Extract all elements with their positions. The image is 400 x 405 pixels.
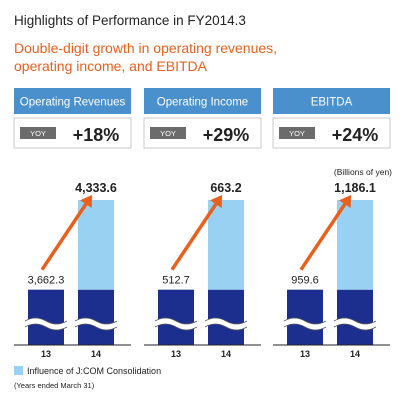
category-label-operating-revenues-13: 13 (41, 349, 51, 359)
yoy-value-ebitda: +24% (332, 125, 379, 145)
axis-break-line-operating-revenues-14 (74, 317, 118, 325)
bar-ebitda-14-jcom (337, 200, 373, 290)
growth-arrow-ebitda (299, 203, 347, 271)
axis-break-ebitda-14 (334, 318, 376, 330)
axis-break-operating-income-13 (155, 318, 197, 330)
bar-operating-revenues-14-jcom (78, 200, 114, 290)
value-label-operating-income-13: 512.7 (162, 275, 190, 287)
yoy-badge-label-operating-revenues: YOY (30, 129, 46, 138)
panel-header-ebitda (273, 88, 390, 114)
bar-operating-revenues-14-base (78, 289, 114, 345)
bar-operating-income-13 (158, 289, 194, 345)
bar-operating-income-14-base (208, 289, 244, 345)
legend-swatch (14, 366, 23, 375)
axis-break-line2-operating-revenues-13 (24, 323, 68, 331)
bar-operating-revenues-13 (28, 289, 64, 345)
page-title: Highlights of Performance in FY2014.3 (14, 13, 246, 28)
yoy-badge-operating-income (150, 127, 186, 139)
value-label-ebitda-14: 1,186.1 (334, 181, 376, 195)
axis-break-operating-income-14 (205, 318, 247, 330)
value-label-operating-income-14: 663.2 (210, 181, 241, 195)
axis-break-operating-revenues-13 (25, 318, 67, 330)
bar-operating-income-14-jcom (208, 200, 244, 290)
category-label-ebitda-14: 14 (350, 349, 360, 359)
axis-break-line-ebitda-13 (283, 317, 327, 325)
yoy-value-operating-revenues: +18% (73, 125, 120, 145)
yoy-value-operating-income: +29% (203, 125, 250, 145)
value-label-operating-revenues-14: 4,333.6 (75, 181, 117, 195)
value-label-ebitda-13: 959.6 (291, 275, 319, 287)
panel-header-operating-income (144, 88, 261, 114)
axis-break-line-operating-income-13 (154, 317, 198, 325)
yoy-badge-label-ebitda: YOY (289, 129, 305, 138)
axis-break-line2-ebitda-14 (333, 323, 377, 331)
bar-ebitda-13 (287, 289, 323, 345)
bar-ebitda-14-base (337, 289, 373, 345)
legend-label: Influence of J:COM Consolidation (27, 366, 161, 376)
panel-title-operating-revenues: Operating Revenues (20, 97, 126, 109)
axis-break-line2-operating-income-14 (204, 323, 248, 331)
axis-break-line-ebitda-14 (333, 317, 377, 325)
axis-break-operating-revenues-14 (75, 318, 117, 330)
axis-break-ebitda-13 (284, 318, 326, 330)
subtitle-line-1: Double-digit growth in operating revenue… (14, 40, 277, 56)
growth-arrow-head-operating-income (210, 195, 222, 209)
axis-break-line-operating-income-14 (204, 317, 248, 325)
category-label-operating-income-14: 14 (221, 349, 231, 359)
value-label-operating-revenues-13: 3,662.3 (28, 275, 65, 287)
axis-break-line-operating-revenues-13 (24, 317, 68, 325)
growth-arrow-head-operating-revenues (80, 195, 92, 209)
category-label-operating-revenues-14: 14 (91, 349, 101, 359)
axis-break-line2-ebitda-13 (283, 323, 327, 331)
yoy-badge-ebitda (279, 127, 315, 139)
growth-arrow-operating-revenues (40, 203, 88, 271)
unit-label: (Billions of yen) (334, 167, 392, 177)
panel-title-operating-income: Operating Income (157, 97, 248, 109)
yoy-badge-operating-revenues (20, 127, 56, 139)
axis-break-line2-operating-income-13 (154, 323, 198, 331)
category-label-operating-income-13: 13 (171, 349, 181, 359)
footnote: (Years ended March 31) (14, 381, 95, 390)
axis-break-line2-operating-revenues-14 (74, 323, 118, 331)
category-label-ebitda-13: 13 (300, 349, 310, 359)
subtitle-line-2: operating income, and EBITDA (14, 58, 208, 74)
panel-title-ebitda: EBITDA (311, 97, 353, 109)
growth-arrow-operating-income (170, 203, 218, 271)
growth-arrow-head-ebitda (339, 195, 351, 209)
panel-header-operating-revenues (14, 88, 131, 114)
yoy-badge-label-operating-income: YOY (160, 129, 176, 138)
